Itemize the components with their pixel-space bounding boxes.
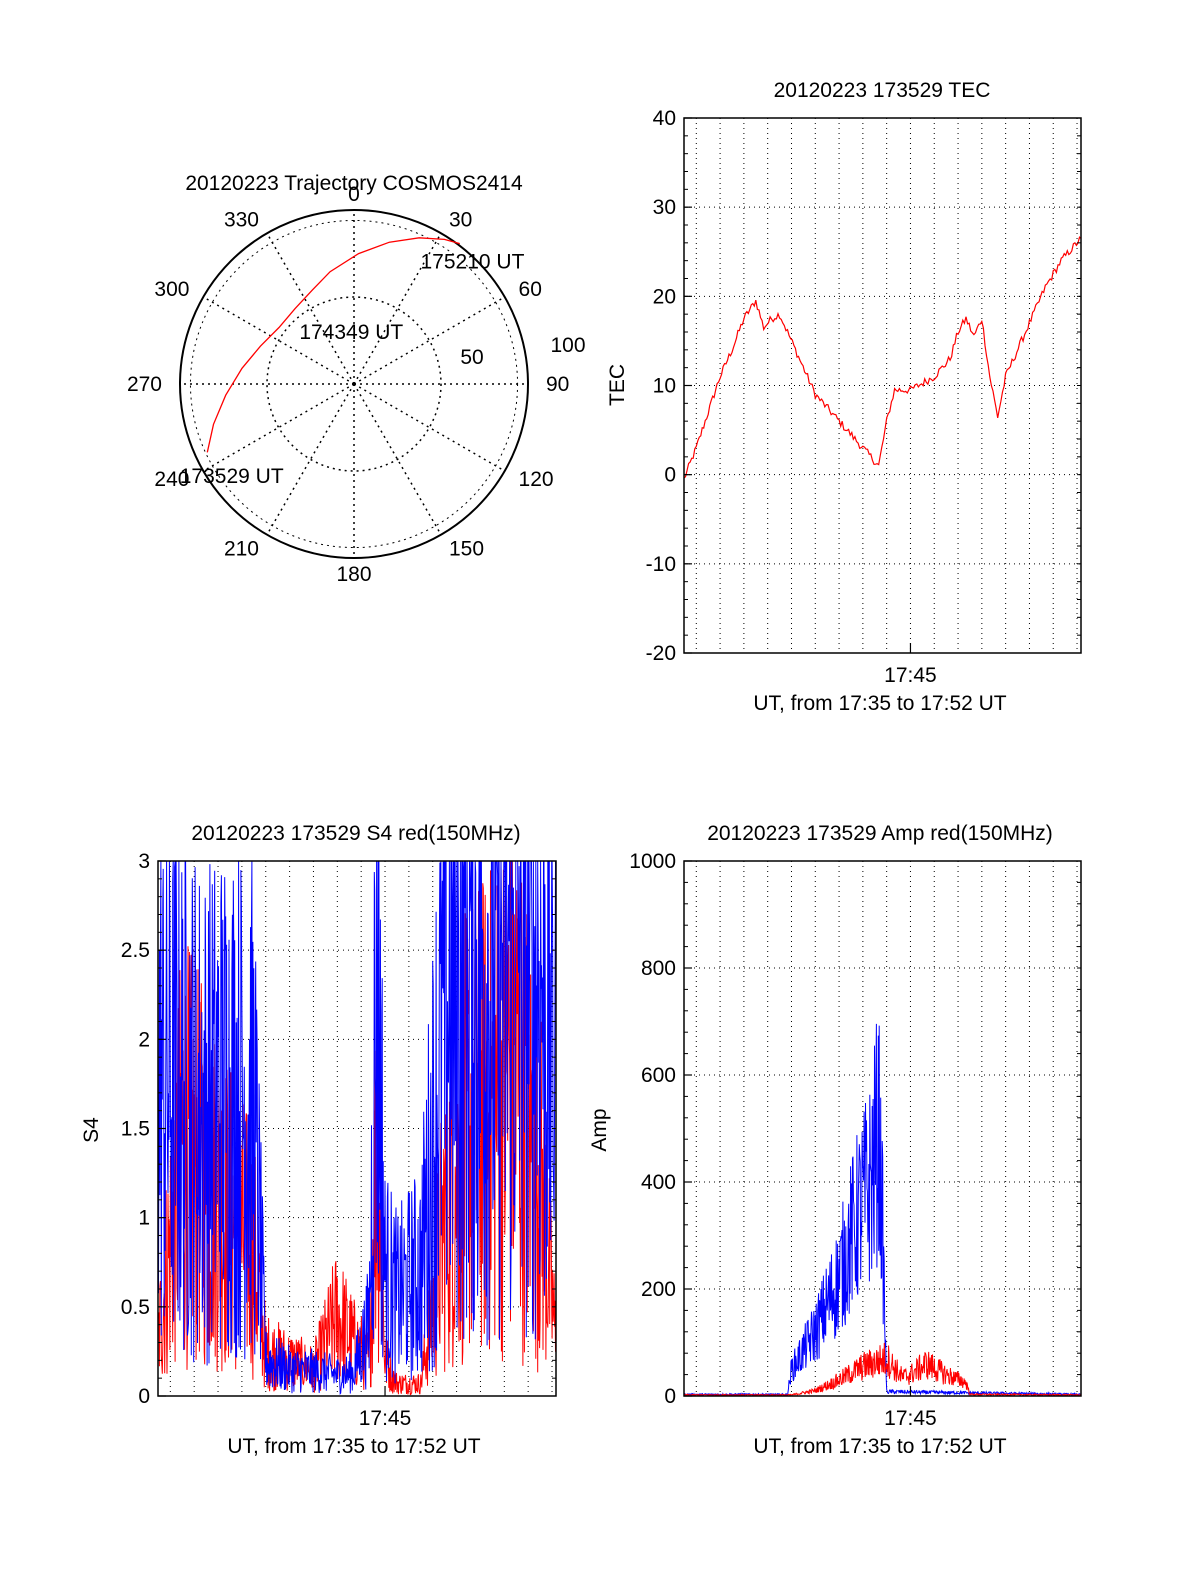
s4-y-tick-label: 0.5 — [121, 1296, 150, 1319]
s4-y-tick-label: 3 — [138, 850, 150, 873]
tec-y-ticks: -20 -10 0 10 20 30 40 — [646, 107, 1081, 665]
polar-spoke — [353, 383, 442, 536]
s4-x-tick-label: 17:45 — [359, 1407, 412, 1430]
trajectory-time-label: 175210 UT — [421, 250, 525, 273]
polar-azimuth-label: 270 — [127, 373, 162, 396]
s4-x-axis-label: UT, from 17:35 to 17:52 UT — [227, 1435, 480, 1458]
tec-x-axis-label: UT, from 17:35 to 17:52 UT — [753, 692, 1006, 715]
amp-y-tick-label: 400 — [641, 1171, 676, 1194]
polar-azimuth-label: 90 — [546, 373, 569, 396]
polar-spoke — [202, 296, 355, 385]
polar-azimuth-label: 210 — [224, 538, 259, 561]
amp-y-tick-label: 600 — [641, 1064, 676, 1087]
s4-series-blue — [157, 860, 556, 1396]
amp-x-ticks: 17:45 — [884, 1386, 937, 1430]
amp-series-blue — [683, 1023, 1081, 1397]
amp-gridlines — [684, 861, 1081, 1396]
s4-series — [157, 860, 556, 1396]
tec-panel: 20120223 173529 TEC -20 -10 0 10 20 30 40 17:4… — [606, 79, 1082, 715]
amp-y-ticks: 0 200 400 600 800 1000 — [629, 850, 1081, 1408]
s4-y-tick-label: 0 — [138, 1385, 150, 1408]
s4-y-tick-label: 1.5 — [121, 1118, 150, 1141]
trajectory-panel: 20120223 Trajectory COSMOS2414 0 30 60 90 12… — [127, 172, 586, 586]
polar-azimuth-label: 330 — [224, 208, 259, 231]
tec-x-ticks: 17:45 — [884, 643, 937, 687]
polar-azimuth-label: 30 — [449, 208, 472, 231]
trajectory-annotations: 175210 UT 174349 UT 173529 UT — [180, 250, 525, 488]
polar-spoke — [266, 383, 355, 536]
amp-y-tick-label: 800 — [641, 957, 676, 980]
s4-y-tick-label: 2.5 — [121, 939, 150, 962]
polar-spoke — [353, 232, 442, 385]
polar-radius-label-50: 50 — [460, 346, 483, 369]
polar-spoke — [266, 232, 355, 385]
trajectory-time-label: 173529 UT — [180, 465, 284, 488]
amp-y-axis-label: Amp — [588, 1108, 611, 1151]
amp-plot-frame — [683, 860, 1082, 1397]
tec-y-tick-label: -10 — [646, 553, 676, 576]
tec-y-tick-label: 0 — [664, 464, 676, 487]
polar-spoke — [202, 383, 355, 472]
s4-panel: 20120223 173529 S4 red(150MHz) 0 0.5 1 1.5 2… — [80, 822, 557, 1458]
polar-outer-circle — [179, 209, 529, 559]
polar-ring-inner-edge — [189, 219, 519, 549]
amp-x-axis-label: UT, from 17:35 to 17:52 UT — [753, 1435, 1006, 1458]
amp-y-tick-label: 200 — [641, 1278, 676, 1301]
polar-azimuth-label: 0 — [348, 183, 360, 206]
polar-azimuth-labels: 0 30 60 90 120 150 180 210 240 270 300 330 — [127, 183, 569, 586]
trajectory-series — [206, 237, 460, 453]
polar-spoke — [353, 296, 506, 385]
polar-azimuth-label: 300 — [154, 278, 189, 301]
polar-spoke — [353, 383, 506, 472]
tec-series — [683, 236, 1082, 479]
trajectory-time-label: 174349 UT — [299, 321, 403, 344]
polar-azimuth-label: 60 — [519, 278, 542, 301]
s4-y-tick-label: 1 — [138, 1207, 150, 1230]
amp-x-tick-label: 17:45 — [884, 1407, 937, 1430]
polar-azimuth-label: 180 — [336, 563, 371, 586]
polar-grid — [180, 210, 528, 558]
tec-y-tick-label: 10 — [653, 375, 676, 398]
tec-gridlines — [684, 118, 1081, 653]
tec-y-tick-label: 30 — [653, 196, 676, 219]
amp-title: 20120223 173529 Amp red(150MHz) — [707, 822, 1053, 845]
s4-x-ticks: 17:45 — [359, 1386, 412, 1430]
polar-azimuth-label: 120 — [519, 468, 554, 491]
s4-y-axis-label: S4 — [80, 1117, 103, 1143]
polar-ring-50 — [266, 296, 442, 472]
amp-series — [683, 1023, 1081, 1397]
polar-radius-label-100: 100 — [550, 334, 585, 357]
tec-series-line — [683, 236, 1082, 479]
amp-panel: 20120223 173529 Amp red(150MHz) 0 200 400 6… — [588, 822, 1082, 1458]
tec-y-tick-label: -20 — [646, 642, 676, 665]
tec-y-tick-label: 20 — [653, 285, 676, 308]
amp-y-tick-label: 0 — [664, 1385, 676, 1408]
tec-y-tick-label: 40 — [653, 107, 676, 130]
trajectory-line — [206, 237, 460, 453]
s4-y-ticks: 0 0.5 1 1.5 2 2.5 3 — [121, 850, 556, 1408]
polar-azimuth-label: 150 — [449, 538, 484, 561]
amp-series-red — [683, 1342, 1081, 1397]
amp-y-tick-label: 1000 — [629, 850, 676, 873]
tec-y-axis-label: TEC — [606, 364, 629, 406]
s4-y-tick-label: 2 — [138, 1028, 150, 1051]
polar-azimuth-label: 240 — [154, 468, 189, 491]
trajectory-title: 20120223 Trajectory COSMOS2414 — [185, 172, 523, 195]
tec-x-tick-label: 17:45 — [884, 664, 937, 687]
s4-title: 20120223 173529 S4 red(150MHz) — [191, 822, 520, 845]
tec-title: 20120223 173529 TEC — [774, 79, 991, 102]
